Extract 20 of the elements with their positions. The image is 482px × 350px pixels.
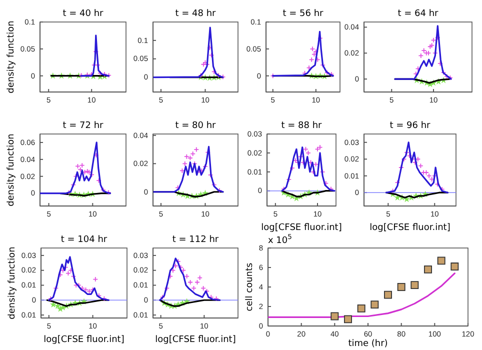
chart-title: t = 104 hr	[60, 235, 108, 245]
x-axis-title: log[CFSE fluor.int]	[155, 335, 236, 345]
chart-title: t = 96 hr	[390, 121, 431, 131]
y-axis-title: density function	[7, 246, 18, 320]
chart-title: t = 48 hr	[175, 9, 216, 19]
x-axis-title: log[CFSE fluor.int]	[44, 335, 124, 345]
x-axis-title: log[CFSE fluor.int]	[261, 223, 342, 233]
y-axis-title: density function	[6, 20, 16, 94]
chart-title: t = 112 hr	[172, 235, 219, 245]
x-axis-title: log[CFSE fluor.int]	[370, 223, 450, 233]
y-axis-title: cell counts	[244, 262, 255, 312]
chart-title: t = 64 hr	[398, 9, 439, 19]
text: x 10$^{5}$	[268, 233, 292, 246]
chart-title: t = 80 hr	[175, 121, 216, 131]
chart-title: t = 56 hr	[282, 9, 324, 19]
x-axis-title: time (hr)	[348, 339, 388, 349]
chart-title: t = 40 hr	[62, 9, 104, 19]
chart-title: t = 72 hr	[62, 121, 104, 131]
y-axis-title: density function	[6, 134, 16, 206]
chart-title: t = 88 hr	[281, 121, 322, 131]
